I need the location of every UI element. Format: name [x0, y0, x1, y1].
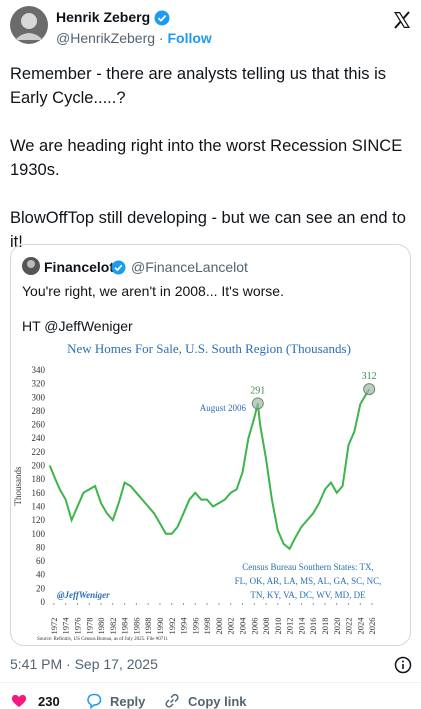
y-tick-label: 40	[36, 570, 46, 580]
quote-name: Financelot	[44, 259, 115, 275]
x-tick-label: 1998	[202, 618, 212, 635]
y-tick-label: 340	[32, 365, 46, 375]
x-tick-label: 1990	[155, 618, 165, 635]
y-tick-label: 120	[32, 515, 46, 525]
y-tick-label: 80	[36, 542, 46, 552]
x-tick-label: 1984	[120, 617, 130, 635]
y-tick-label: 140	[32, 501, 46, 511]
x-tick-label: 1982	[108, 618, 118, 635]
value-label: 291	[250, 385, 265, 396]
x-tick-label: 2010	[273, 618, 283, 635]
y-tick-label: 100	[32, 529, 46, 539]
y-tick-label: 160	[32, 488, 46, 498]
x-tick-label: 1988	[143, 618, 153, 635]
y-tick-label: 300	[32, 392, 46, 402]
x-tick-label: 1994	[179, 617, 189, 635]
verified-badge	[111, 260, 126, 275]
peak-marker	[251, 397, 264, 410]
quote-avatar	[22, 257, 40, 275]
x-tick-label: 2020	[332, 618, 342, 635]
states-note: FL, OK, AR, LA, MS, AL, GA, SC, NC,	[235, 576, 382, 586]
credit: @JeffWeniger	[57, 590, 110, 600]
y-tick-label: 60	[36, 556, 46, 566]
tweet-text: Remember - there are analysts telling us…	[10, 62, 414, 278]
paragraph: We are heading right into the worst Rece…	[10, 137, 403, 179]
handle-row: @HenrikZeberg · Follow	[56, 30, 212, 46]
x-logo[interactable]	[392, 10, 412, 30]
peak-note: August 2006	[200, 403, 247, 413]
separator: ·	[158, 30, 164, 46]
divider	[0, 682, 421, 683]
chart-title: New Homes For Sale, U.S. South Region (T…	[67, 341, 351, 356]
author-name[interactable]: Henrik Zeberg	[56, 9, 151, 25]
quote-ht: HT @JeffWeniger	[22, 318, 133, 334]
avatar[interactable]	[10, 6, 48, 44]
peak-marker	[363, 383, 376, 396]
line-series	[48, 388, 371, 551]
quote-text: You're right, we aren't in 2008... It's …	[22, 283, 284, 299]
x-tick-label: 2018	[320, 618, 330, 635]
states-note: TN, KY, VA, DC, WV, MD, DE	[250, 590, 366, 600]
x-tick-label: 1996	[190, 618, 200, 635]
quote-handle: @FinanceLancelot	[131, 259, 248, 275]
x-tick-label: 2024	[355, 617, 365, 635]
x-tick-label: 1972	[49, 618, 59, 635]
x-tick-label: 1980	[96, 618, 106, 635]
x-tick-label: 1992	[167, 618, 177, 635]
x-tick-label: 2012	[285, 618, 295, 635]
handle: @HenrikZeberg	[56, 30, 156, 46]
like-icon[interactable]	[10, 692, 28, 709]
x-tick-label: 2000	[214, 618, 224, 635]
x-tick-label: 1986	[131, 618, 141, 635]
x-tick-label: 2016	[308, 618, 318, 635]
y-tick-label: 240	[32, 433, 46, 443]
x-tick-label: 1974	[61, 617, 71, 635]
info-icon[interactable]	[394, 656, 412, 674]
y-tick-label: 220	[32, 447, 46, 457]
verified-badge	[154, 10, 170, 26]
timestamp[interactable]: 5:41 PM · Sep 17, 2025	[10, 656, 158, 672]
paragraph: Remember - there are analysts telling us…	[10, 65, 386, 107]
y-tick-label: 320	[32, 379, 46, 389]
reply-icon[interactable]	[85, 692, 103, 709]
copy-link-button[interactable]: Copy link	[188, 694, 247, 709]
states-note: Census Bureau Southern States: TX,	[242, 562, 374, 572]
y-tick-label: 180	[32, 474, 46, 484]
link-icon[interactable]	[163, 692, 181, 709]
y-tick-label: 20	[36, 583, 46, 593]
x-tick-label: 2004	[237, 617, 247, 635]
y-tick-label: 280	[32, 406, 46, 416]
quote-card[interactable]	[10, 244, 411, 646]
x-tick-label: 1976	[72, 618, 82, 635]
x-tick-label: 2014	[296, 617, 306, 635]
follow-button[interactable]: Follow	[167, 30, 212, 46]
like-count: 230	[38, 694, 60, 709]
value-label: 312	[362, 371, 377, 382]
x-tick-label: 2026	[367, 618, 377, 635]
x-tick-label: 2002	[226, 618, 236, 635]
y-tick-label: 0	[41, 597, 46, 607]
x-tick-label: 1978	[84, 618, 94, 635]
y-tick-label: 260	[32, 420, 46, 430]
x-tick-label: 2008	[261, 618, 271, 635]
x-tick-label: 2006	[249, 618, 259, 635]
chart: New Homes For Sale, U.S. South Region (T…	[13, 341, 382, 642]
x-tick-label: 2022	[344, 618, 354, 635]
y-tick-label: 200	[32, 461, 46, 471]
reply-button[interactable]: Reply	[110, 694, 146, 709]
y-axis-label: Thousands	[13, 466, 23, 505]
source: Source: Refinitiv, US Census Bureau, as …	[37, 637, 169, 642]
